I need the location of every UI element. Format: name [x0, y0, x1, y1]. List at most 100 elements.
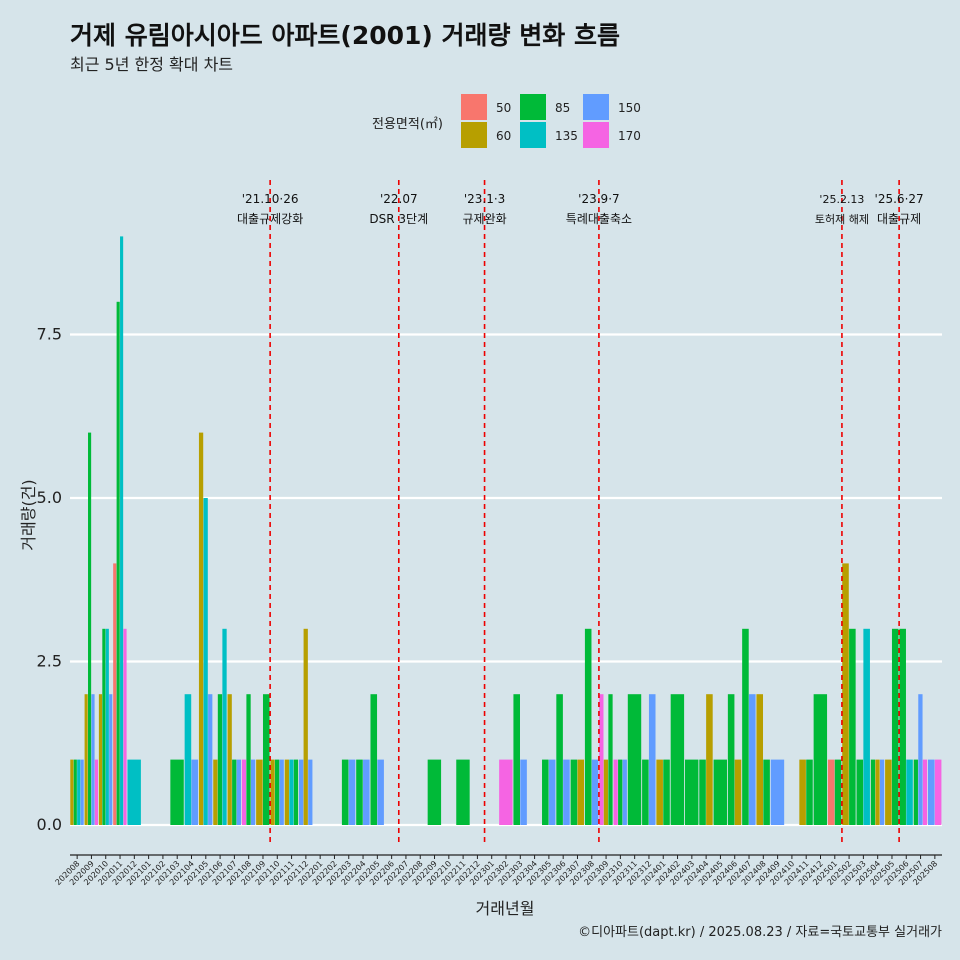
y-tick-label: 0.0: [37, 815, 62, 834]
legend-label-50: 50: [496, 101, 511, 115]
bar-202107-85: [232, 759, 237, 825]
chart-title: 거제 유림아시아드 아파트(2001) 거래량 변화 흐름: [70, 21, 620, 50]
bar-202011-85: [116, 301, 120, 825]
bar-202203-85: [341, 759, 349, 825]
bar-202504-150: [879, 759, 885, 825]
bar-202011-135: [120, 236, 124, 825]
y-tick-label: 7.5: [37, 325, 62, 344]
bar-202307-85: [570, 759, 578, 825]
bar-202105-135: [203, 498, 208, 825]
bar-202310-85: [618, 759, 623, 825]
bar-202110-150: [279, 759, 284, 825]
legend-label-135: 135: [555, 129, 578, 143]
event-desc-5: 대출규제: [877, 212, 921, 226]
bar-202112-150: [308, 759, 313, 825]
bar-202503-85: [856, 759, 864, 825]
y-axis-label: 거래량(건): [19, 479, 38, 550]
bar-202508-150: [927, 759, 935, 825]
bar-202306-85: [556, 694, 563, 825]
bar-202108-85: [246, 694, 251, 825]
bar-202405-85: [713, 759, 727, 825]
bar-202108-150: [250, 759, 256, 825]
bar-202309-170: [599, 694, 604, 825]
bar-202310-170: [613, 759, 618, 825]
event-date-4: '25.2.13: [819, 193, 864, 206]
bar-202104-135: [184, 694, 192, 825]
legend-swatch-85: [520, 94, 546, 120]
event-desc-2: 규제완화: [462, 212, 506, 226]
bar-202408-85: [763, 759, 770, 825]
bar-202501-85: [834, 759, 842, 825]
bar-202311-85: [627, 694, 642, 825]
event-date-5: '25.6·27: [875, 192, 924, 206]
legend-swatch-170: [583, 122, 609, 148]
bar-202107-150: [236, 759, 241, 825]
bar-202105-60: [198, 432, 204, 825]
bar-202010-60: [98, 694, 103, 825]
bar-202411-85: [806, 759, 813, 825]
bar-202111-60: [284, 759, 289, 825]
bar-202110-60: [270, 759, 275, 825]
event-date-2: '23.1·3: [464, 192, 505, 206]
bar-202312-150: [648, 694, 656, 825]
bar-202106-60: [213, 759, 218, 825]
bar-202408-60: [756, 694, 764, 825]
bar-202305-85: [542, 759, 549, 825]
bar-202508-170: [934, 759, 942, 825]
bar-202008-150: [80, 759, 84, 825]
bar-202211-85: [456, 759, 470, 825]
bar-202008-85: [73, 759, 77, 825]
bar-202303-85: [513, 694, 520, 825]
bar-202111-135: [289, 759, 294, 825]
legend-label-170: 170: [618, 129, 641, 143]
event-desc-4: 토허제 해제: [815, 212, 869, 226]
bar-202009-60: [84, 694, 88, 825]
bar-202406-60: [734, 759, 742, 825]
y-tick-label: 5.0: [37, 488, 62, 507]
bar-202505-85: [891, 628, 899, 825]
bar-202411-60: [799, 759, 806, 825]
bar-202109-85: [262, 694, 270, 825]
legend-swatch-135: [520, 122, 546, 148]
legend-swatch-50: [461, 94, 487, 120]
chart-subtitle: 최근 5년 한정 확대 차트: [70, 55, 233, 74]
bar-202303-150: [520, 759, 527, 825]
bar-202010-150: [109, 694, 113, 825]
legend-label-85: 85: [555, 101, 570, 115]
y-axis: 0.0 2.5 5.0 7.5: [37, 325, 62, 835]
bar-202209-85: [427, 759, 442, 825]
bar-202110-85: [274, 759, 280, 825]
bar-202108-170: [241, 759, 247, 825]
bar-202112-60: [303, 628, 308, 825]
bar-202112-150: [299, 759, 304, 825]
legend: 전용면적(㎡) 50 60 85 135 150 170: [372, 94, 641, 148]
bar-202103-85: [170, 759, 184, 825]
bar-202302-170: [499, 759, 513, 825]
bar-202502-85: [849, 628, 856, 825]
bar-202309-85: [608, 694, 613, 825]
bar-202008-60: [70, 759, 74, 825]
bar-202502-60: [842, 563, 849, 825]
bar-202305-150: [548, 759, 556, 825]
bar-202203-150: [348, 759, 356, 825]
bar-202009-85: [88, 432, 92, 825]
bar-202409-150: [770, 759, 785, 825]
bar-202010-135: [105, 628, 109, 825]
bar-202404-85: [699, 759, 706, 825]
bar-202407-150: [749, 694, 756, 825]
bar-202010-85: [102, 628, 106, 825]
bar-202009-170: [94, 759, 99, 825]
bar-202407-85: [742, 628, 749, 825]
bar-202106-85: [217, 694, 223, 825]
bar-202204-150: [363, 759, 370, 825]
event-date-1: '22.07: [380, 192, 418, 206]
bar-202205-150: [377, 759, 384, 825]
bar-202506-135: [906, 759, 913, 825]
y-tick-label: 2.5: [37, 652, 62, 671]
bar-202507-170: [922, 759, 928, 825]
bar-202009-150: [91, 694, 95, 825]
event-desc-1: DSR 3단계: [369, 212, 428, 226]
bar-202106-135: [222, 628, 227, 825]
bar-202309-60: [603, 759, 609, 825]
